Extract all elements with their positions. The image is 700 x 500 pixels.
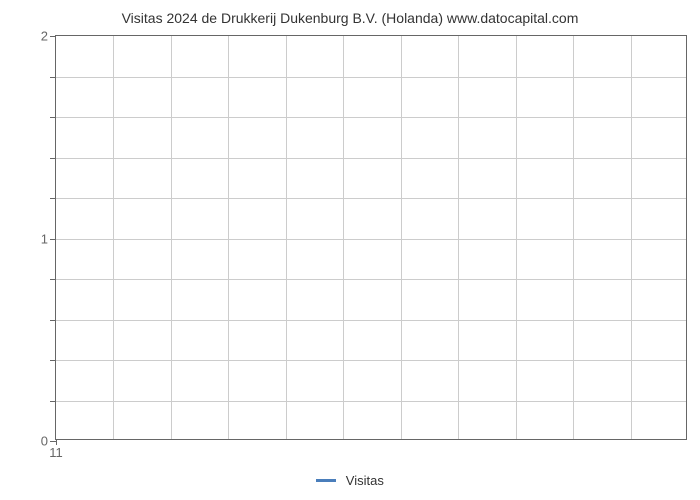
grid-horizontal [56, 158, 686, 159]
grid-vertical [631, 36, 632, 439]
y-axis-tick [50, 401, 56, 402]
grid-horizontal [56, 239, 686, 240]
grid-horizontal [56, 320, 686, 321]
grid-horizontal [56, 279, 686, 280]
grid-horizontal [56, 77, 686, 78]
grid-vertical [401, 36, 402, 439]
chart-root: Visitas 2024 de Drukkerij Dukenburg B.V.… [0, 0, 700, 500]
grid-vertical [286, 36, 287, 439]
y-axis-tick [50, 117, 56, 118]
legend-label: Visitas [346, 473, 384, 488]
grid-vertical [573, 36, 574, 439]
grid-horizontal [56, 360, 686, 361]
grid-vertical [516, 36, 517, 439]
legend: Visitas [0, 472, 700, 488]
y-axis-tick [50, 360, 56, 361]
y-axis-tick [50, 279, 56, 280]
x-axis-tick [56, 439, 57, 445]
y-axis-tick [50, 77, 56, 78]
grid-vertical [343, 36, 344, 439]
legend-swatch [316, 479, 336, 482]
y-axis-tick [50, 158, 56, 159]
y-axis-tick [50, 239, 56, 240]
grid-horizontal [56, 401, 686, 402]
grid-horizontal [56, 198, 686, 199]
grid-vertical [171, 36, 172, 439]
plot-area: 01211 [55, 35, 687, 440]
chart-title: Visitas 2024 de Drukkerij Dukenburg B.V.… [0, 10, 700, 26]
grid-vertical [113, 36, 114, 439]
y-axis-tick [50, 198, 56, 199]
grid-vertical [458, 36, 459, 439]
y-axis-tick [50, 320, 56, 321]
grid-vertical [228, 36, 229, 439]
y-axis-tick [50, 36, 56, 37]
grid-horizontal [56, 117, 686, 118]
